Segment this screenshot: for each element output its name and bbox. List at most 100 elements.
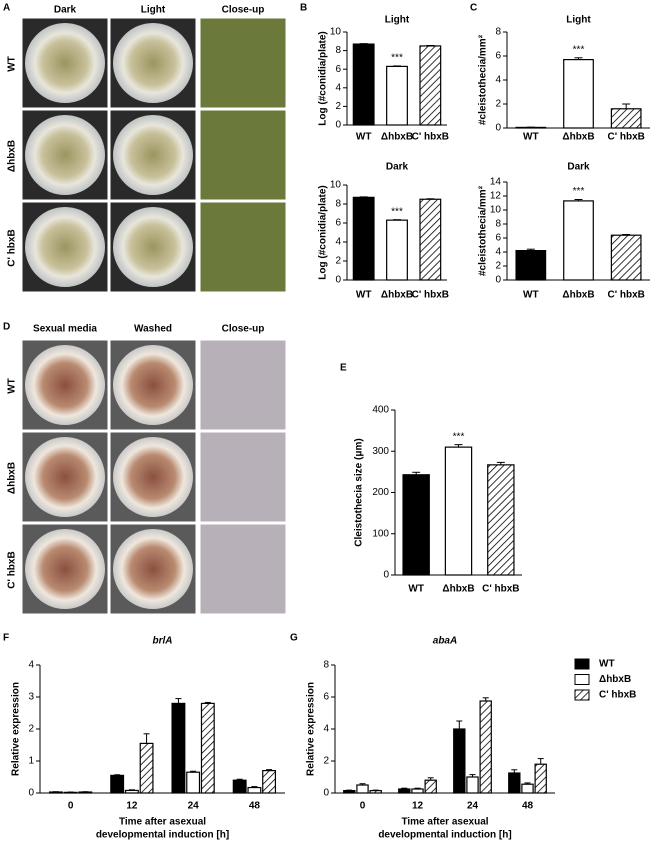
y-tick-label: 2 xyxy=(323,756,329,767)
panel-letter: A xyxy=(3,3,10,14)
panel-letter: B xyxy=(300,3,307,14)
y-tick-label: 4 xyxy=(323,724,329,735)
bar xyxy=(487,464,515,576)
legend-label: WT xyxy=(599,659,615,670)
y-axis-label: Relative expression xyxy=(11,682,22,776)
bar xyxy=(171,702,186,794)
photo xyxy=(199,523,287,615)
x-tick-label: WT xyxy=(356,132,372,143)
y-tick-label: 0 xyxy=(28,788,34,799)
x-tick-label: 0 xyxy=(68,801,74,812)
annotation: *** xyxy=(391,206,403,217)
x-tick-label: WT xyxy=(523,132,539,143)
bar xyxy=(515,250,547,281)
y-axis-label: Cleistothecia size (μm) xyxy=(354,438,365,546)
bar xyxy=(247,786,262,794)
y-tick-label: 10 xyxy=(490,205,502,216)
bar xyxy=(453,728,466,794)
y-tick-label: 6 xyxy=(323,692,329,703)
y-tick-label: 400 xyxy=(372,405,389,416)
plate xyxy=(25,207,105,287)
x-tick-label: 12 xyxy=(126,801,138,812)
x-tick-label: 24 xyxy=(467,801,479,812)
annotation: *** xyxy=(573,44,585,55)
plate xyxy=(113,345,193,425)
legend-label: C' hbxB xyxy=(599,690,636,701)
panel-letter: G xyxy=(290,633,298,644)
y-tick-label: 4 xyxy=(335,237,341,248)
y-tick-label: 8 xyxy=(335,45,341,56)
y-tick-label: 1 xyxy=(28,756,34,767)
bar xyxy=(200,702,215,794)
y-tick-label: 8 xyxy=(335,199,341,210)
row-label: C' hbxB xyxy=(7,551,18,588)
y-tick-label: 8 xyxy=(495,219,501,230)
y-tick-label: 100 xyxy=(372,528,389,539)
column-header: Close-up xyxy=(222,324,265,335)
bar xyxy=(386,65,408,126)
bar xyxy=(424,779,437,794)
bar xyxy=(398,788,411,794)
y-tick-label: 10 xyxy=(330,180,342,191)
bar xyxy=(563,58,594,129)
x-tick-label: 12 xyxy=(412,801,424,812)
y-tick-label: 200 xyxy=(372,487,389,498)
x-tick-label: 24 xyxy=(188,801,200,812)
y-tick-label: 8 xyxy=(495,27,501,38)
bar xyxy=(534,763,547,794)
annotation: *** xyxy=(573,186,585,197)
bar xyxy=(402,474,430,576)
y-tick-label: 0 xyxy=(495,123,501,134)
bar xyxy=(139,742,154,794)
legend-label: ΔhbxB xyxy=(599,674,631,685)
x-tick-label: ΔhbxB xyxy=(381,132,413,143)
y-axis-label: Log (#conidia/plate) xyxy=(318,185,329,279)
y-tick-label: 3 xyxy=(28,692,34,703)
y-tick-label: 10 xyxy=(330,27,342,38)
x-axis-label: Time after asexual xyxy=(401,817,488,828)
bar xyxy=(563,200,594,281)
plate xyxy=(113,207,193,287)
bar xyxy=(356,784,369,794)
y-tick-label: 0 xyxy=(335,120,341,131)
bar xyxy=(508,772,521,794)
y-axis-label: #cleistothecia/mm² xyxy=(478,34,489,125)
x-tick-label: C' hbxB xyxy=(607,132,644,143)
bar xyxy=(369,789,382,794)
x-tick-label: 0 xyxy=(360,801,366,812)
bar xyxy=(419,198,442,281)
legend-swatch xyxy=(574,689,590,701)
y-tick-label: 4 xyxy=(495,247,501,258)
plate xyxy=(25,437,105,517)
photo xyxy=(199,431,287,523)
bar xyxy=(124,789,139,794)
x-tick-label: 48 xyxy=(522,801,534,812)
photo xyxy=(199,17,287,109)
panel-letter: D xyxy=(3,322,10,333)
x-tick-label: C' hbxB xyxy=(482,584,519,595)
x-tick-label: C' hbxB xyxy=(607,290,644,301)
x-tick-label: 48 xyxy=(249,801,261,812)
y-tick-label: 300 xyxy=(372,446,389,457)
bar xyxy=(343,789,356,794)
plate xyxy=(25,345,105,425)
y-tick-label: 2 xyxy=(335,256,341,267)
column-header: Dark xyxy=(54,5,77,16)
chart-title: Dark xyxy=(386,162,409,173)
y-tick-label: 8 xyxy=(323,660,329,671)
plate xyxy=(113,23,193,103)
y-tick-label: 2 xyxy=(28,724,34,735)
x-tick-label: C' hbxB xyxy=(412,132,449,143)
panel-letter: F xyxy=(3,633,9,644)
y-tick-label: 6 xyxy=(495,51,501,62)
bar xyxy=(419,45,442,126)
x-tick-label: ΔhbxB xyxy=(562,132,594,143)
x-axis-label: Time after asexual xyxy=(119,817,206,828)
column-header: Sexual media xyxy=(33,324,97,335)
plate xyxy=(113,115,193,195)
y-tick-label: 14 xyxy=(490,177,502,188)
panel-letter: C xyxy=(470,3,477,14)
column-header: Close-up xyxy=(222,5,265,16)
photo xyxy=(199,339,287,431)
bar xyxy=(386,219,408,281)
